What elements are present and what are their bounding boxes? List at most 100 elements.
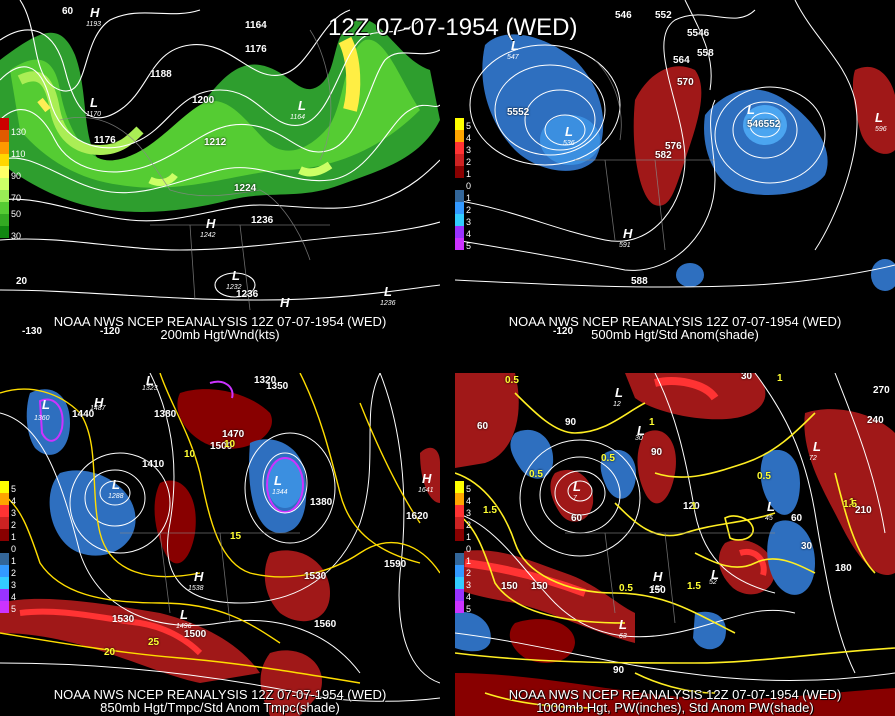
- contour-label: 30: [741, 373, 753, 382]
- panel-subcaption: 850mb Hgt/Tmpc/Std Anom Tmpc(shade): [100, 700, 340, 715]
- high-pressure-value: 1242: [200, 232, 216, 239]
- low-pressure-value: 72: [809, 455, 817, 462]
- low-pressure-symbol: L: [112, 477, 120, 492]
- panel-caption: NOAA NWS NCEP REANALYSIS 12Z 07-07-1954 …: [53, 314, 387, 329]
- high-pressure-value: 1641: [418, 487, 434, 494]
- contour-label: 1530: [112, 614, 135, 625]
- panel-1000mb: 5 4 3 2 1 0 1 2 3 4 5 30 60 90 150 150 1…: [455, 373, 895, 716]
- pw-label: 1.5: [843, 499, 857, 510]
- high-pressure-symbol: H: [280, 295, 290, 310]
- pw-label: 1: [777, 373, 783, 384]
- low-pressure-value: 1496: [176, 623, 192, 630]
- legend-std-anomaly: 5 4 3 2 1 0 1 2 3 4 5: [0, 481, 16, 621]
- contour-label: 1236: [236, 289, 259, 300]
- map-500mb: [455, 0, 895, 291]
- contour-label: 1380: [310, 497, 333, 508]
- temperature-label: 10: [184, 449, 196, 460]
- contour-label: 90: [565, 417, 577, 428]
- map-850mb: [0, 373, 440, 716]
- panel-caption: NOAA NWS NCEP REANALYSIS 12Z 07-07-1954 …: [508, 687, 842, 702]
- grid-lon-label: -120: [100, 326, 121, 337]
- low-pressure-symbol: L: [565, 124, 573, 139]
- low-pressure-value: 1236: [380, 300, 396, 307]
- temperature-label: 25: [148, 637, 160, 648]
- panel-caption: NOAA NWS NCEP REANALYSIS 12Z 07-07-1954 …: [508, 314, 842, 329]
- contour-label: 558: [697, 48, 714, 59]
- low-pressure-symbol: L: [747, 102, 755, 117]
- low-pressure-symbol: L: [274, 473, 282, 488]
- low-pressure-symbol: L: [180, 607, 188, 622]
- high-pressure-symbol: H: [90, 5, 100, 20]
- low-pressure-value: 45: [765, 515, 773, 522]
- contour-label: 1380: [154, 409, 177, 420]
- contour-label: 5552: [507, 107, 530, 118]
- contour-label: 564: [673, 55, 690, 66]
- pw-label: 0.5: [529, 469, 543, 480]
- contour-label: 150: [501, 581, 518, 592]
- low-pressure-value: 12: [613, 401, 621, 408]
- contour-label: 1470: [222, 429, 245, 440]
- contour-label: 240: [867, 415, 884, 426]
- high-pressure-symbol: H: [94, 395, 104, 410]
- contour-label: 588: [631, 276, 648, 287]
- pw-label: 1: [691, 501, 697, 512]
- low-pressure-symbol: L: [767, 499, 775, 514]
- low-pressure-symbol: L: [711, 567, 719, 582]
- high-pressure-symbol: H: [653, 569, 663, 584]
- panel-subcaption: 1000mb Hgt, PW(inches), Std Anom PW(shad…: [536, 700, 814, 715]
- pw-label: 0.5: [757, 471, 771, 482]
- low-pressure-value: 63: [619, 633, 627, 640]
- grid-lat-label: 60: [62, 6, 74, 17]
- contour-label: 582: [655, 150, 672, 161]
- low-pressure-value: 52: [709, 579, 717, 586]
- contour-label: 1212: [204, 137, 227, 148]
- map-200mb: [0, 0, 440, 311]
- low-pressure-symbol: L: [232, 268, 240, 283]
- pw-label: 0.5: [619, 583, 633, 594]
- contour-label: 1350: [266, 381, 289, 392]
- temperature-label: 15: [230, 531, 242, 542]
- pw-label: 1: [849, 497, 855, 508]
- contour-label: 1200: [192, 95, 215, 106]
- pw-label: 1.5: [483, 505, 497, 516]
- contour-label: 570: [677, 77, 694, 88]
- pw-label: 0.5: [601, 453, 615, 464]
- legend-std-anomaly: 5 4 3 2 1 0 1 2 3 4 5: [455, 481, 471, 621]
- temperature-label: 20: [104, 647, 116, 658]
- low-pressure-value: 536: [563, 140, 575, 147]
- contour-label: 150: [649, 585, 666, 596]
- high-pressure-value: 152: [651, 585, 663, 592]
- contour-label: 150: [531, 581, 548, 592]
- low-pressure-value: 1360: [34, 415, 50, 422]
- contour-label: 1236: [251, 215, 274, 226]
- contour-label: 552: [655, 10, 672, 21]
- low-pressure-value: 1323: [142, 385, 158, 392]
- low-pressure-value: 1170: [86, 111, 102, 118]
- contour-label: 1176: [94, 135, 116, 146]
- contour-label: 576: [665, 141, 682, 152]
- contour-label: 120: [683, 501, 700, 512]
- contour-label: 1620: [406, 511, 429, 522]
- low-pressure-value: 1164: [290, 114, 306, 121]
- temperature-label: 10: [224, 439, 236, 450]
- legend-std-anomaly: 5 4 3 2 1 0 1 2 3 4 5: [455, 118, 471, 258]
- contour-label: 1164: [245, 20, 267, 31]
- grid-lon-label: -120: [553, 326, 574, 337]
- low-pressure-symbol: L: [615, 385, 623, 400]
- low-pressure-value: 1232: [226, 284, 242, 291]
- low-pressure-symbol: L: [146, 373, 154, 388]
- low-pressure-symbol: L: [511, 38, 519, 53]
- low-pressure-value: 7: [573, 495, 577, 502]
- contour-label: 60: [791, 513, 803, 524]
- low-pressure-symbol: L: [637, 423, 645, 438]
- grid-lat-label: 20: [16, 276, 28, 287]
- panel-500mb: 5 4 3 2 1 0 1 2 3 4 5 546 552 5546 558 5…: [455, 0, 895, 343]
- panel-subcaption: 200mb Hgt/Wnd(kts): [160, 327, 280, 342]
- contour-label: 270: [873, 385, 890, 396]
- contour-label: 1590: [384, 559, 407, 570]
- grid-lon-label: -130: [22, 326, 43, 337]
- contour-label: 5546: [687, 28, 710, 39]
- low-pressure-symbol: L: [298, 98, 306, 113]
- contour-label: 1176: [245, 44, 267, 55]
- low-pressure-symbol: L: [619, 617, 627, 632]
